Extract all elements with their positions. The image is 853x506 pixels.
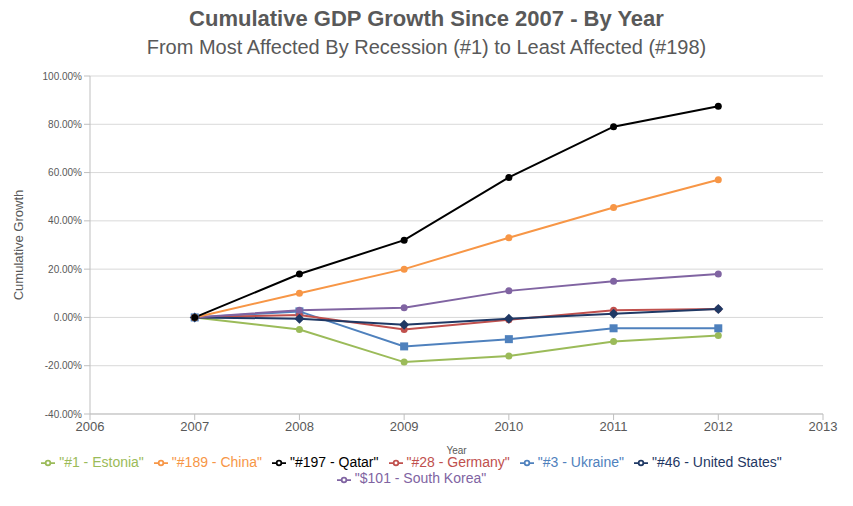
- html-text:"#28 - Germany": "#28 - Germany": [406, 454, 510, 470]
- html-text:Cumulative GDP Growth Since 20: Cumulative GDP Growth Since 2007 - By Ye…: [189, 6, 664, 31]
- html-text:"#189 - China": "#189 - China": [171, 454, 262, 470]
- svg-text:Year: Year: [446, 445, 467, 456]
- svg-text:100.00%: 100.00%: [43, 71, 83, 82]
- svg-text:40.00%: 40.00%: [48, 215, 82, 226]
- svg-text:2012: 2012: [704, 419, 733, 434]
- html-text:"$101 - South Korea": "$101 - South Korea": [354, 470, 487, 487]
- svg-text:80.00%: 80.00%: [48, 119, 82, 130]
- svg-text:2013: 2013: [809, 419, 838, 434]
- svg-text:2008: 2008: [285, 419, 314, 434]
- svg-text:Cumulative Growth: Cumulative Growth: [11, 190, 26, 301]
- svg-text:-20.00%: -20.00%: [45, 360, 82, 371]
- svg-text:2010: 2010: [494, 419, 523, 434]
- svg-text:2011: 2011: [600, 419, 628, 434]
- html-text:From Most Affected By Recessio: From Most Affected By Recession (#1) to …: [146, 36, 707, 58]
- html-text:"#1 - Estonia": "#1 - Estonia": [59, 454, 144, 470]
- svg-text:60.00%: 60.00%: [48, 167, 82, 178]
- svg-text:2007: 2007: [180, 419, 209, 434]
- svg-text:2009: 2009: [390, 419, 419, 434]
- html-text:"#197 - Qatar": "#197 - Qatar": [290, 454, 379, 470]
- svg-text:20.00%: 20.00%: [48, 264, 82, 275]
- html-text:"#3 - Ukraine": "#3 - Ukraine": [537, 454, 624, 470]
- html-text:"#46 - United States": "#46 - United States": [652, 454, 782, 470]
- svg-text:2006: 2006: [76, 419, 105, 434]
- svg-text:-40.00%: -40.00%: [45, 409, 82, 420]
- svg-text:0.00%: 0.00%: [54, 312, 82, 323]
